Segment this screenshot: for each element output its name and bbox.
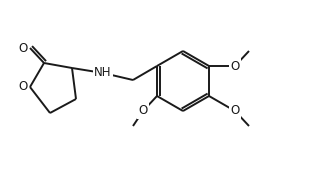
Text: NH: NH <box>94 65 112 79</box>
Text: O: O <box>18 41 28 54</box>
Text: O: O <box>230 104 240 117</box>
Text: O: O <box>139 104 148 117</box>
Text: O: O <box>230 60 240 72</box>
Text: O: O <box>18 80 28 93</box>
